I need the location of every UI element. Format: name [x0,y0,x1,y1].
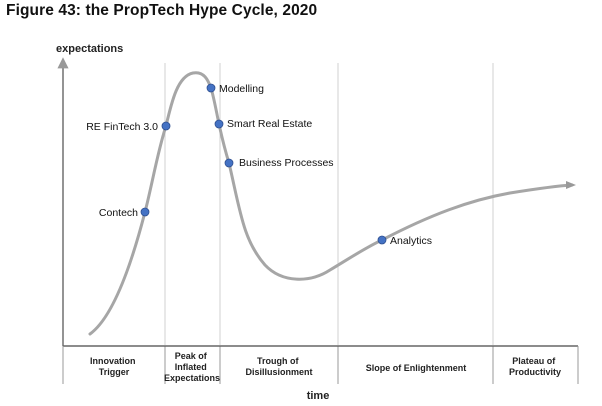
phase-label-peak: Peak of Inflated Expectations [164,351,220,383]
phase-dividers [164,63,494,384]
marker-contech[interactable] [140,207,150,217]
label-re-fintech: RE FinTech 3.0 [86,121,158,133]
marker-modelling[interactable] [206,83,216,93]
y-axis-label: expectations [56,43,123,55]
phase-labels: Innovation Trigger Peak of Inflated Expe… [90,351,561,383]
label-smart-real-estate: Smart Real Estate [227,118,312,130]
marker-re-fintech[interactable] [161,121,171,131]
marker-business-processes[interactable] [224,158,234,168]
curve-arrowhead [566,181,576,189]
x-axis-label: time [307,390,330,402]
technology-points: Contech RE FinTech 3.0 Modelling Smart R… [86,83,432,247]
phase-label-trough: Trough of Disillusionment [245,356,312,377]
label-contech: Contech [99,207,138,219]
marker-analytics[interactable] [377,235,387,245]
hype-curve [88,71,574,336]
label-analytics: Analytics [390,235,432,247]
label-modelling: Modelling [219,83,264,95]
figure-title: Figure 43: the PropTech Hype Cycle, 2020 [6,2,318,19]
phase-label-innovation-trigger: Innovation Trigger [90,356,138,377]
marker-smart-real-estate[interactable] [214,119,224,129]
phase-label-plateau: Plateau of Productivity [509,356,561,377]
phase-label-slope: Slope of Enlightenment [366,363,467,373]
label-business-processes: Business Processes [239,157,334,169]
